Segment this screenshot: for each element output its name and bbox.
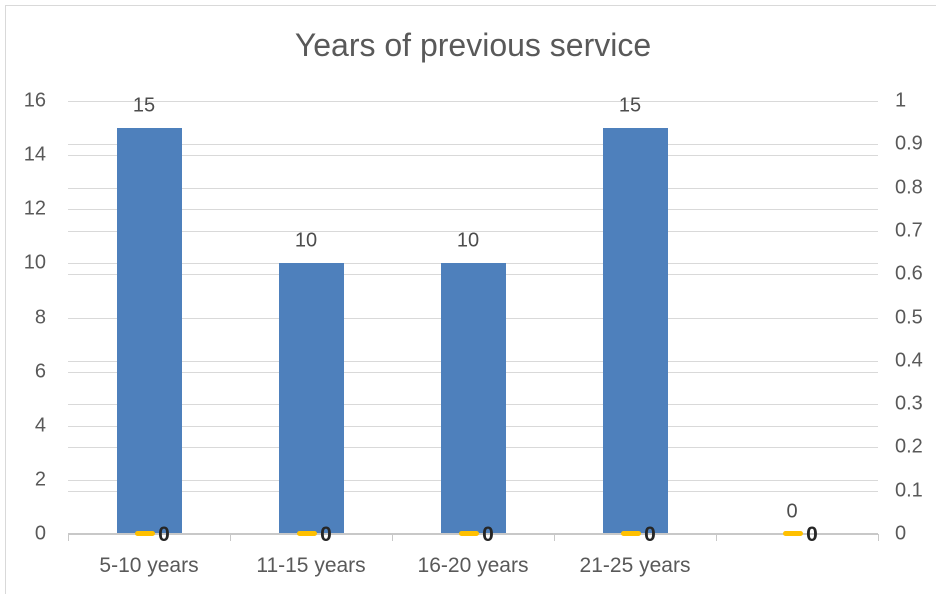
secondary-axis-tick-label: 0.6 bbox=[895, 262, 923, 285]
primary-axis-tick-label: 0 bbox=[34, 522, 46, 545]
primary-axis-tick-label: 8 bbox=[34, 306, 46, 329]
category-tick-mark bbox=[392, 534, 393, 541]
primary-axis-tick-label: 10 bbox=[23, 251, 46, 274]
category-tick-mark bbox=[554, 534, 555, 541]
category-label: 16-20 years bbox=[417, 554, 529, 577]
secondary-axis-tick-label: 0.3 bbox=[895, 392, 923, 415]
secondary-axis-tick-label: 0.1 bbox=[895, 479, 923, 502]
bar-value-label: 10 bbox=[294, 229, 318, 252]
bar-value-label: 15 bbox=[618, 94, 642, 117]
category-label: 11-15 years bbox=[256, 554, 366, 577]
secondary-gridline bbox=[68, 144, 878, 145]
secondary-zero-label: 0 bbox=[320, 523, 332, 546]
chart-border-top bbox=[5, 5, 936, 6]
primary-axis-tick-label: 16 bbox=[23, 89, 46, 112]
bar bbox=[279, 263, 344, 534]
chart-border-left bbox=[5, 5, 6, 594]
primary-axis-tick-label: 6 bbox=[34, 360, 46, 383]
bar bbox=[441, 263, 506, 534]
bar bbox=[603, 128, 668, 534]
secondary-zero-label: 0 bbox=[482, 523, 494, 546]
primary-axis-tick-label: 4 bbox=[34, 414, 46, 437]
primary-axis-tick-label: 14 bbox=[23, 143, 46, 166]
bar-value-label: 0 bbox=[786, 500, 798, 523]
primary-gridline bbox=[68, 101, 878, 102]
zero-dash-marker bbox=[297, 531, 317, 536]
chart-title: Years of previous service bbox=[294, 27, 652, 63]
secondary-zero-label: 0 bbox=[158, 523, 170, 546]
zero-dash-marker bbox=[783, 531, 803, 536]
category-tick-mark bbox=[68, 534, 69, 541]
secondary-axis-tick-label: 0 bbox=[895, 522, 907, 545]
category-tick-mark bbox=[230, 534, 231, 541]
secondary-gridline bbox=[68, 231, 878, 232]
secondary-axis-tick-label: 0.4 bbox=[895, 349, 923, 372]
secondary-axis-tick-label: 0.8 bbox=[895, 176, 923, 199]
secondary-axis-tick-label: 0.5 bbox=[895, 306, 923, 329]
zero-dash-marker bbox=[459, 531, 479, 536]
primary-gridline bbox=[68, 209, 878, 210]
category-label: 5-10 years bbox=[99, 554, 199, 577]
zero-dash-marker bbox=[621, 531, 641, 536]
category-tick-mark bbox=[878, 534, 879, 541]
secondary-axis-tick-label: 0.7 bbox=[895, 219, 923, 242]
bar-value-label: 15 bbox=[132, 94, 156, 117]
secondary-axis-tick-label: 1 bbox=[895, 89, 907, 112]
bar bbox=[117, 128, 182, 534]
secondary-axis-tick-label: 0.2 bbox=[895, 435, 923, 458]
primary-axis-tick-label: 2 bbox=[34, 468, 46, 491]
bar-value-label: 10 bbox=[456, 229, 480, 252]
secondary-gridline bbox=[68, 188, 878, 189]
category-tick-mark bbox=[716, 534, 717, 541]
primary-gridline bbox=[68, 155, 878, 156]
secondary-axis-tick-label: 0.9 bbox=[895, 132, 923, 155]
primary-axis-tick-label: 12 bbox=[23, 197, 46, 220]
secondary-zero-label: 0 bbox=[644, 523, 656, 546]
zero-dash-marker bbox=[135, 531, 155, 536]
secondary-zero-label: 0 bbox=[806, 523, 818, 546]
category-label: 21-25 years bbox=[579, 554, 691, 577]
